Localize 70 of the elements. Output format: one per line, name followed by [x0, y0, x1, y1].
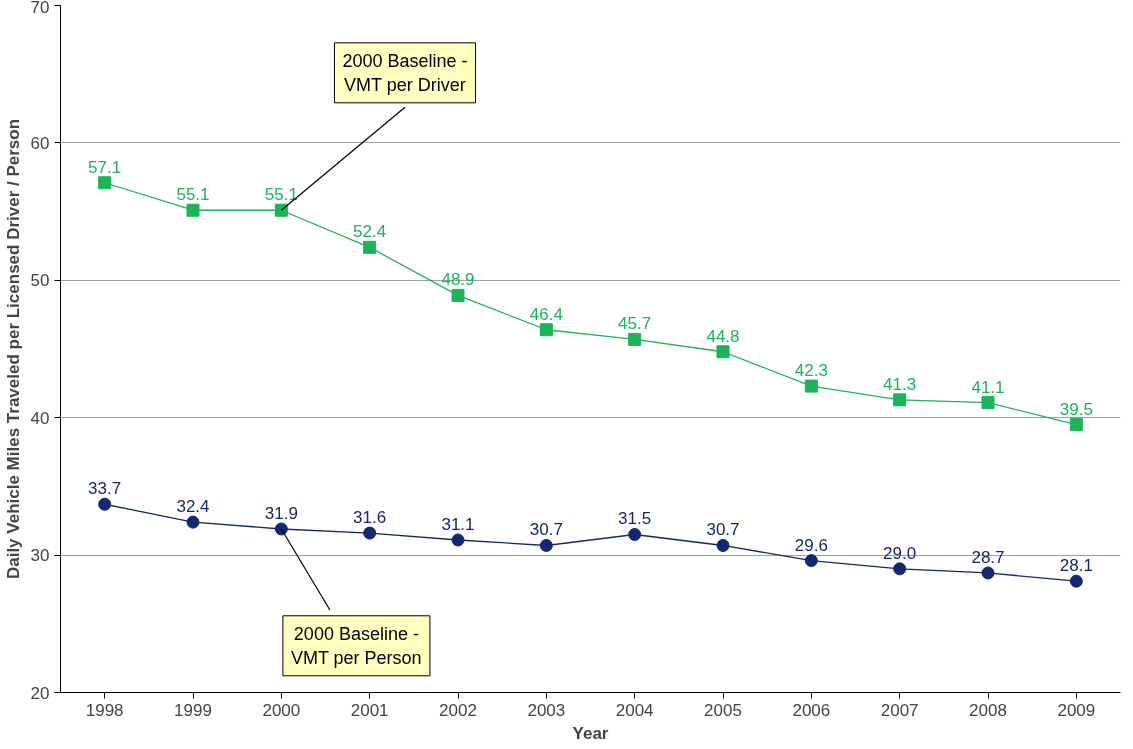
data-label: 55.1: [176, 185, 210, 205]
data-label: 45.7: [618, 314, 652, 334]
data-label: 31.6: [353, 508, 387, 528]
point: [981, 396, 995, 410]
point: [1069, 418, 1083, 432]
point: [363, 526, 377, 540]
data-label: 29.6: [794, 535, 828, 555]
x-axis-title: Year: [572, 723, 609, 743]
y-tick-label: 50: [30, 271, 50, 291]
point: [186, 203, 200, 217]
point: [274, 203, 288, 217]
data-label: 41.3: [883, 374, 917, 394]
data-label: 55.1: [264, 185, 298, 205]
x-tick-label: 2001: [350, 700, 389, 720]
point: [451, 533, 465, 547]
data-label: 33.7: [88, 479, 122, 499]
data-label: 28.1: [1059, 556, 1093, 576]
x-tick-label: 2007: [880, 700, 919, 720]
y-tick-label: 60: [30, 133, 50, 153]
x-tick-label: 2008: [969, 700, 1007, 720]
point: [363, 240, 377, 254]
x-tick-label: 2005: [704, 700, 742, 720]
point: [628, 528, 642, 541]
point: [804, 554, 818, 568]
data-label: 30.7: [706, 520, 740, 540]
data-label: 39.5: [1059, 399, 1093, 419]
data-label: 46.4: [529, 304, 563, 324]
data-label: 48.9: [441, 270, 475, 290]
y-axis-title: Daily Vehicle Miles Traveled per Licensed Driver / Person: [3, 118, 23, 580]
data-label: 44.8: [706, 326, 740, 346]
x-tick-label: 2009: [1057, 700, 1096, 720]
point: [804, 379, 818, 393]
point: [98, 497, 112, 511]
x-tick-label: 2002: [439, 700, 477, 720]
x-tick-label: 2003: [527, 700, 566, 720]
data-label: 31.5: [618, 509, 652, 529]
point: [981, 566, 995, 580]
y-tick-label: 70: [30, 0, 50, 17]
data-label: 31.9: [264, 503, 298, 523]
point: [274, 522, 288, 536]
data-label: 29.0: [883, 543, 917, 563]
data-label: 32.4: [176, 497, 210, 517]
data-label: 57.1: [88, 157, 122, 177]
point: [716, 345, 730, 359]
y-tick-label: 40: [30, 408, 50, 428]
y-tick-label: 20: [30, 683, 50, 703]
point: [539, 538, 553, 552]
x-tick-label: 2000: [262, 700, 301, 720]
annotation: 2000 Baseline - VMT per Driver: [342, 50, 468, 95]
data-label: 28.7: [971, 547, 1005, 567]
point: [628, 332, 642, 346]
x-tick-label: 2006: [792, 700, 831, 720]
point: [98, 176, 112, 190]
point: [539, 323, 553, 337]
point: [716, 538, 730, 552]
x-tick-label: 2004: [615, 700, 654, 720]
point: [451, 288, 465, 302]
point: [186, 515, 200, 529]
data-label: 42.3: [794, 361, 828, 381]
data-label: 30.7: [529, 520, 563, 540]
point: [1069, 574, 1083, 588]
data-label: 31.1: [441, 514, 475, 534]
y-tick-label: 30: [30, 546, 50, 566]
x-tick-label: 1998: [85, 700, 124, 720]
point: [893, 562, 907, 576]
x-tick-label: 1999: [174, 700, 212, 720]
annotation: 2000 Baseline - VMT per Person: [290, 623, 422, 668]
data-label: 52.4: [353, 222, 387, 242]
data-label: 41.1: [971, 377, 1005, 397]
point: [893, 393, 907, 407]
